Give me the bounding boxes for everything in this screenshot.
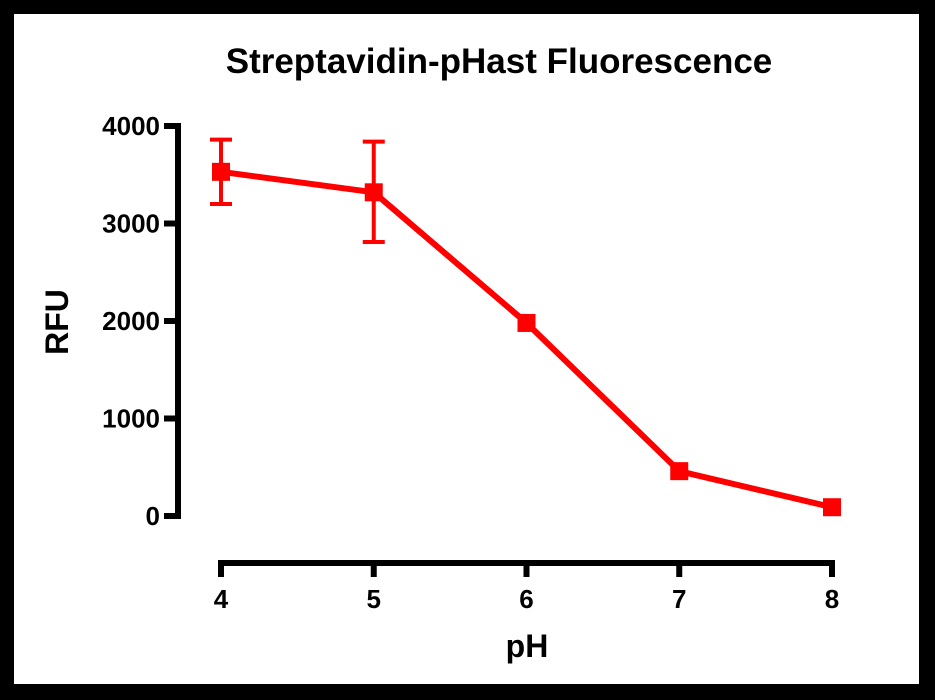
x-axis-label: pH [506,628,549,664]
data-point-0 [212,162,230,181]
x-tick-label-0: 4 [214,584,229,614]
data-point-1 [364,183,383,202]
x-tick-label-4: 8 [825,584,839,614]
chart-title: Streptavidin-pHast Fluorescence [226,42,773,81]
y-tick-label-4: 4000 [102,111,160,141]
axes: 0 1000 2000 3000 4000 4 5 6 7 8 [102,111,839,614]
data-point-4 [823,498,841,517]
series-line-0 [220,168,833,511]
data-series [210,137,841,517]
x-tick-label-1: 5 [367,584,381,614]
x-tick-label-3: 7 [672,584,686,614]
y-tick-label-2: 2000 [102,306,160,336]
data-point-3 [670,462,689,481]
y-tick-label-3: 3000 [102,209,160,239]
data-point-2 [517,313,536,332]
y-tick-label-1: 1000 [102,404,160,434]
x-tick-label-2: 6 [519,584,533,614]
y-axis-label: RFU [39,289,75,355]
y-tick-label-0: 0 [146,501,160,531]
